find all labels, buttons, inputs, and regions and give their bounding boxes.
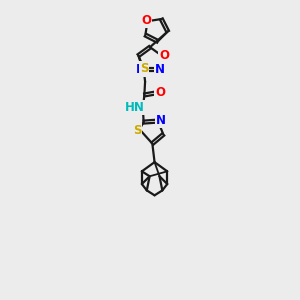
Text: O: O [159,49,169,62]
Text: O: O [141,14,151,27]
Text: N: N [156,114,166,127]
Text: S: S [133,124,142,136]
Text: N: N [136,63,146,76]
Text: HN: HN [125,101,145,114]
Text: O: O [155,86,165,99]
Text: S: S [140,62,148,75]
Text: N: N [154,63,164,76]
